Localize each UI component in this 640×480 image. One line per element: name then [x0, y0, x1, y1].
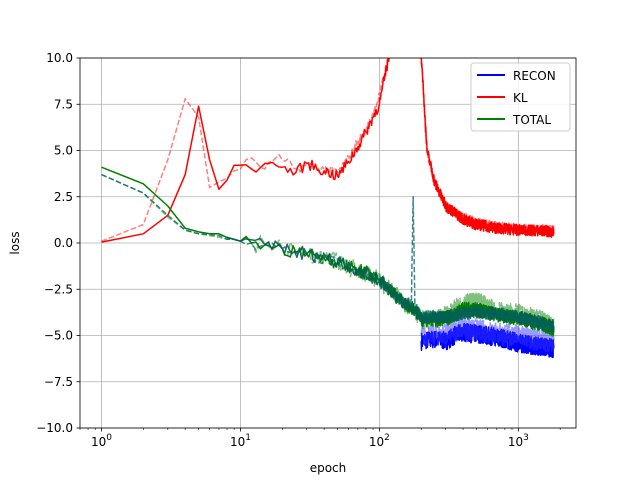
x-tick-label: 100	[91, 433, 112, 449]
series-line-total-validation	[101, 173, 555, 338]
y-tick-label: 5.0	[54, 144, 73, 158]
y-tick-label: −10.0	[36, 421, 73, 435]
x-tick-label: 101	[230, 433, 251, 449]
grid-lines	[80, 57, 576, 429]
y-tick-label: −7.5	[44, 375, 73, 389]
y-tick-label: −2.5	[44, 282, 73, 296]
x-tick-label: 103	[508, 433, 529, 449]
series-line-kl	[101, 58, 555, 243]
y-tick-label: 7.5	[54, 97, 73, 111]
legend: RECON KL TOTAL	[470, 62, 571, 132]
legend-label-recon: RECON	[513, 69, 556, 83]
x-tick-label: 102	[369, 433, 390, 449]
y-tick-label: 2.5	[54, 190, 73, 204]
y-axis-label: loss	[8, 231, 22, 254]
series-line-recon-validation	[420, 317, 555, 353]
legend-label-kl: KL	[513, 91, 528, 105]
y-tick-label: −5.0	[44, 329, 73, 343]
legend-box	[470, 62, 571, 132]
y-tick-label: 10.0	[46, 51, 73, 65]
y-tick-label: 0.0	[54, 236, 73, 250]
axis-ticks: 100 101 102 103 −10.0 −7.5 −5.0 −2.5 0.0 2.5 5.0 7.…	[36, 51, 561, 449]
series-line-total-validation-dark	[101, 173, 555, 334]
legend-label-total: TOTAL	[512, 113, 551, 127]
series-layer	[101, 58, 555, 359]
x-axis-label: epoch	[310, 461, 347, 475]
